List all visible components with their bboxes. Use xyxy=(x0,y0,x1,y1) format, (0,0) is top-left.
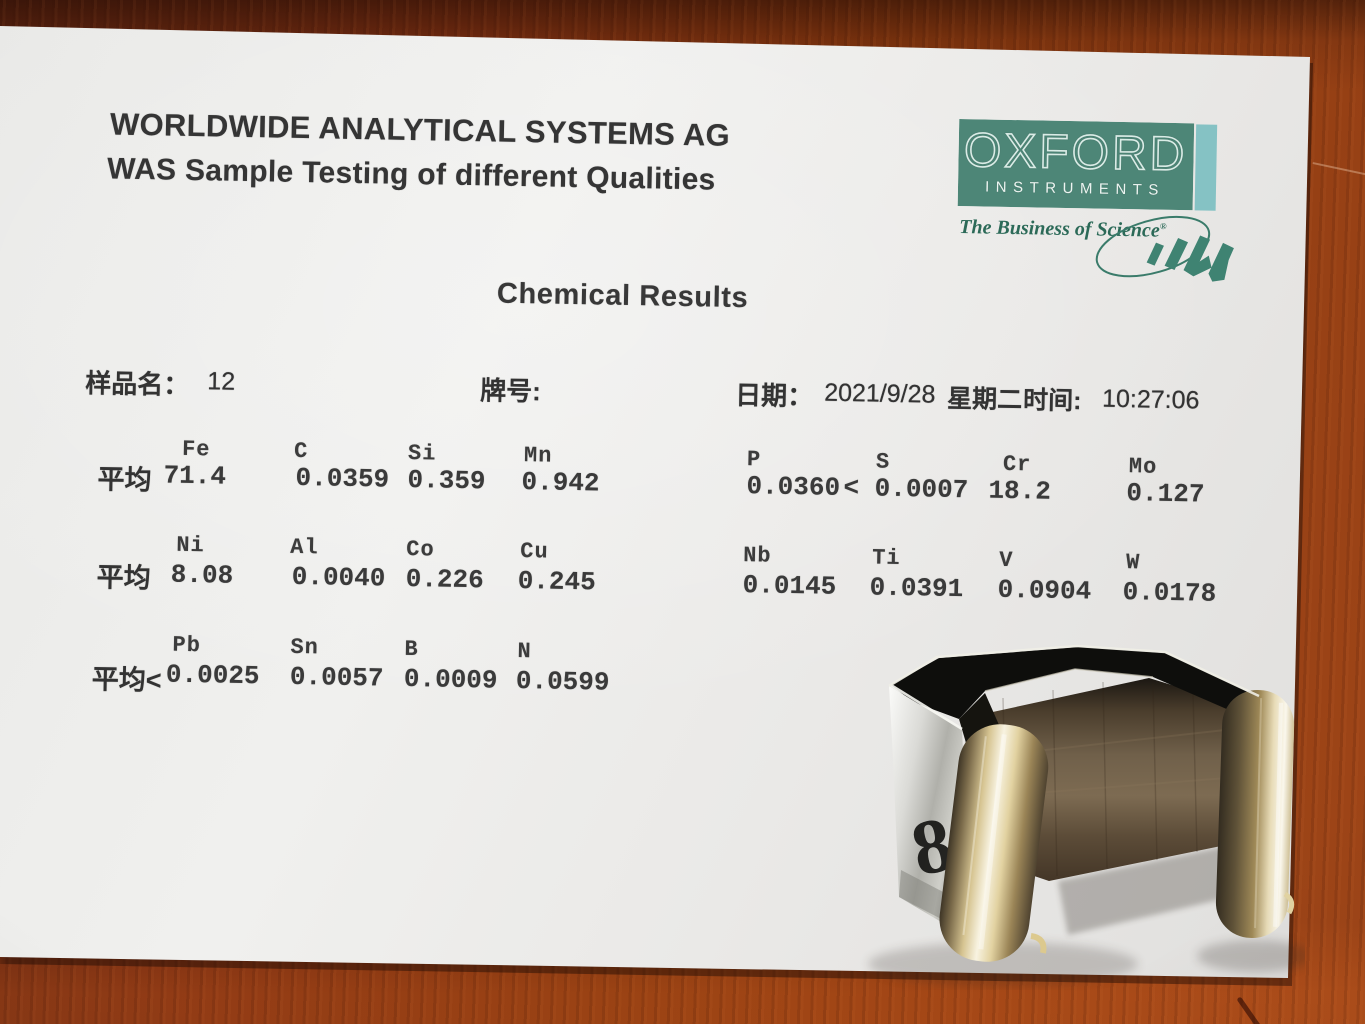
report-title: Chemical Results xyxy=(496,277,749,315)
element-symbol-cr: Cr xyxy=(1002,451,1032,478)
element-symbol-mo: Mo xyxy=(1128,454,1158,480)
metal-sample-part: 8 xyxy=(868,644,1305,986)
element-value-al: 0.0040 xyxy=(291,561,386,594)
element-symbol-n: N xyxy=(517,639,532,665)
sample-name-label: 样品名： xyxy=(84,368,190,400)
element-symbol-v: V xyxy=(998,547,1014,574)
element-symbol-s: S xyxy=(875,449,891,475)
element-value-n: 0.0599 xyxy=(515,665,610,698)
element-symbol-mn: Mn xyxy=(523,443,553,469)
element-value-si: 0.359 xyxy=(407,464,486,497)
element-value-sn: 0.0057 xyxy=(289,661,384,694)
element-symbol-ni: Ni xyxy=(176,532,205,559)
element-value-ni: 8.08 xyxy=(170,559,234,591)
sample-name-value: 12 xyxy=(207,367,236,396)
weekday-text: 星期二 xyxy=(946,384,1023,415)
element-value-co: 0.226 xyxy=(405,563,485,596)
element-value-p: 0.0360 xyxy=(746,471,841,503)
grade-label: 牌号: xyxy=(479,375,542,407)
part-top-opening xyxy=(891,647,1259,719)
logo-instruments-text: INSTRUMENTS xyxy=(985,179,1165,199)
part-inner-shadow xyxy=(1058,845,1235,935)
part-right-hook xyxy=(1283,891,1295,915)
element-value-b: 0.0009 xyxy=(403,663,498,696)
element-symbol-al: Al xyxy=(290,534,319,561)
logo-oxford-text: OXFORD xyxy=(964,124,1188,181)
element-value-v: 0.0904 xyxy=(997,574,1092,607)
part-top-rim xyxy=(888,644,1260,698)
element-symbol-w: W xyxy=(1125,550,1141,576)
part-left-hook xyxy=(1030,933,1047,954)
element-symbol-pb: Pb xyxy=(172,632,202,659)
element-value-mn: 0.942 xyxy=(521,467,600,499)
element-symbol-si: Si xyxy=(407,440,437,467)
part-shadow-right xyxy=(1197,940,1305,972)
element-value-ti: 0.0391 xyxy=(869,572,964,605)
part-right-leg xyxy=(1215,690,1295,938)
was-swoosh-icon xyxy=(1095,215,1234,282)
element-symbol-cu: Cu xyxy=(520,539,549,565)
element-symbol-ti: Ti xyxy=(871,545,901,572)
logo-teal-bar xyxy=(1194,124,1218,211)
logo-green-box: OXFORD INSTRUMENTS xyxy=(957,119,1195,211)
element-value-fe: 71.4 xyxy=(163,460,227,492)
oxford-instruments-logo: OXFORD INSTRUMENTS The Business of Scien… xyxy=(956,119,1259,284)
part-shadow xyxy=(868,942,1138,986)
element-value-nb: 0.0145 xyxy=(742,570,837,602)
element-value-s: < 0.0007 xyxy=(843,472,969,506)
time-label: 时间: xyxy=(1022,386,1082,416)
report-header-line2: WAS Sample Testing of different Qualitie… xyxy=(106,152,716,197)
element-symbol-b: B xyxy=(404,636,419,663)
element-symbol-c: C xyxy=(293,438,309,465)
element-symbol-nb: Nb xyxy=(742,543,772,569)
element-value-cu: 0.245 xyxy=(517,566,596,598)
row-average-label: 平均 xyxy=(97,464,152,496)
row-average-label: 平均< xyxy=(91,664,162,696)
element-symbol-p: P xyxy=(746,447,762,473)
date-label: 日期： xyxy=(734,379,814,412)
date-value: 2021/9/28 xyxy=(823,378,936,409)
element-value-mo: 0.127 xyxy=(1126,478,1205,510)
element-value-cr: 18.2 xyxy=(988,475,1052,507)
element-value-c: 0.0359 xyxy=(295,462,390,495)
time-value: 10:27:06 xyxy=(1101,384,1200,415)
report-header-line1: WORLDWIDE ANALYTICAL SYSTEMS AG xyxy=(109,106,731,153)
part-left-leg xyxy=(939,724,1049,962)
element-value-pb: 0.0025 xyxy=(165,659,260,692)
element-value-w: 0.0178 xyxy=(1122,577,1217,609)
row-average-label: 平均 xyxy=(96,562,151,594)
element-symbol-fe: Fe xyxy=(181,436,211,463)
element-symbol-sn: Sn xyxy=(290,634,320,661)
element-symbol-co: Co xyxy=(406,536,435,563)
